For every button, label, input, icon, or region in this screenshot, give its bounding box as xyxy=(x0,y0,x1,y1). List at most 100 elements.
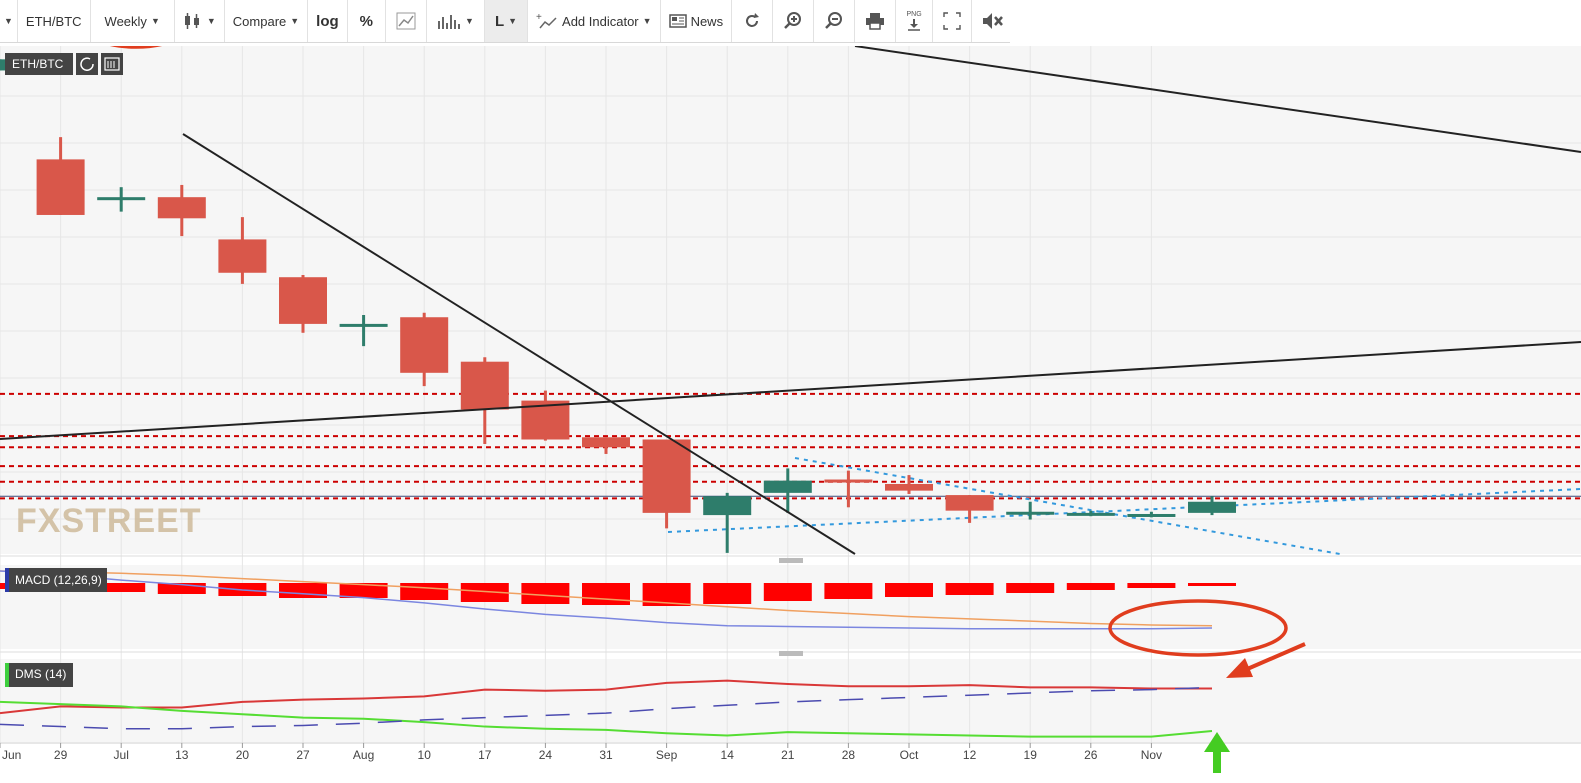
candle-body xyxy=(1066,512,1115,516)
arrow-up-icon xyxy=(1204,732,1230,773)
log-scale-button[interactable]: log xyxy=(308,0,348,42)
macd-histogram-bar xyxy=(521,583,570,604)
candle-body xyxy=(157,197,206,219)
news-label: News xyxy=(690,13,724,29)
x-axis-tick-label: 28 xyxy=(842,748,856,762)
candle-body xyxy=(339,323,388,327)
symbol-label: ETH/BTC xyxy=(25,13,82,29)
chart-area[interactable]: FXSTREET ETH/BTC MACD (12,26,9) DMS (14)… xyxy=(0,46,1581,783)
png-download-button[interactable]: PNG xyxy=(896,0,934,42)
chevron-down-icon: ▼ xyxy=(508,16,518,26)
volume-dropdown[interactable]: ▼ xyxy=(427,0,485,42)
panel-resize-handle[interactable] xyxy=(779,558,803,563)
refresh-icon xyxy=(743,12,761,30)
percent-label: % xyxy=(359,12,374,30)
candle-body xyxy=(460,361,509,410)
settings-button[interactable] xyxy=(101,53,123,75)
compare-dropdown[interactable]: Compare ▼ xyxy=(225,0,309,42)
zoom-out-icon xyxy=(824,11,844,31)
macd-histogram-bar xyxy=(279,583,327,598)
horizontal-levels xyxy=(0,392,1581,500)
fullscreen-button[interactable] xyxy=(933,0,973,42)
macd-histogram-bar xyxy=(885,583,933,597)
interval-dropdown[interactable]: Weekly ▼ xyxy=(91,0,175,42)
chevron-down-icon: ▼ xyxy=(642,16,652,26)
zoom-out-button[interactable] xyxy=(814,0,856,42)
macd-histogram-bar xyxy=(824,583,873,599)
x-axis-tick-label: 26 xyxy=(1084,748,1098,762)
candle-body xyxy=(1188,501,1236,513)
symbol-badge: ETH/BTC xyxy=(5,53,123,75)
arrow-left-icon xyxy=(1226,642,1306,678)
percent-scale-button[interactable]: % xyxy=(348,0,387,42)
reload-icon xyxy=(80,57,94,71)
macd-histogram-bar xyxy=(1188,583,1236,586)
macd-line xyxy=(0,570,1213,630)
candle-body xyxy=(885,483,933,491)
chart-type-dropdown[interactable]: ▼ xyxy=(175,0,225,42)
line-chart-icon xyxy=(396,12,416,30)
x-axis-tick-label: 27 xyxy=(296,748,310,762)
macd-histogram-bar xyxy=(642,583,691,606)
menu-caret-button[interactable]: ▼ xyxy=(0,0,18,42)
macd-histogram-bar xyxy=(1006,583,1055,593)
dms-adx-line xyxy=(0,686,1213,730)
x-axis-tick-label: Jun xyxy=(2,748,21,762)
macd-histogram-bar xyxy=(1066,583,1115,590)
x-axis-tick-label: 20 xyxy=(236,748,250,762)
dms-label: DMS (14) xyxy=(15,667,66,681)
zoom-in-button[interactable] xyxy=(773,0,815,42)
candle-body xyxy=(824,479,873,483)
refresh-button[interactable] xyxy=(732,0,774,42)
macd-label: MACD (12,26,9) xyxy=(15,573,102,587)
line-type-label: L xyxy=(494,12,505,30)
news-icon xyxy=(668,14,687,28)
x-axis-tick-label: Jul xyxy=(114,748,129,762)
interval-label: Weekly xyxy=(104,13,147,29)
chevron-down-icon: ▼ xyxy=(150,16,160,26)
panel-resize-handle[interactable] xyxy=(779,651,803,656)
x-axis-tick-label: 21 xyxy=(781,748,795,762)
weekly-highlight-ellipse xyxy=(110,46,162,49)
print-button[interactable] xyxy=(855,0,897,42)
candle-body xyxy=(1127,513,1176,517)
svg-text:+: + xyxy=(536,12,542,23)
x-axis-tick-label: 13 xyxy=(175,748,189,762)
x-axis-tick-label: 19 xyxy=(1024,748,1038,762)
mute-button[interactable] xyxy=(972,0,1014,42)
log-label: log xyxy=(316,12,339,30)
line-type-dropdown[interactable]: L ▼ xyxy=(484,0,529,42)
add-indicator-dropdown[interactable]: + Add Indicator ▼ xyxy=(528,0,661,42)
symbol-badge-label: ETH/BTC xyxy=(12,57,64,71)
macd-histogram-bar xyxy=(339,583,388,598)
x-axis-tick-label: 31 xyxy=(599,748,613,762)
candle-body xyxy=(582,437,630,448)
calendar-icon xyxy=(104,57,120,71)
symbol-button[interactable]: ETH/BTC xyxy=(18,0,91,42)
add-indicator-label: Add Indicator xyxy=(562,13,639,29)
dms-minus-di-line xyxy=(0,700,1213,738)
macd-histogram-bar xyxy=(400,583,449,600)
dms-plus-di-line xyxy=(0,679,1212,715)
compare-label: Compare xyxy=(232,13,287,29)
fullscreen-icon xyxy=(943,12,961,30)
long-term-trendline xyxy=(854,46,1581,153)
macd-signal-line xyxy=(0,570,1213,627)
macd-crossover-ellipse xyxy=(1108,599,1288,657)
reset-button[interactable] xyxy=(76,53,98,75)
macd-histogram-bar xyxy=(157,583,206,594)
candle-body xyxy=(400,317,449,373)
volume-bars-icon xyxy=(437,12,461,30)
dms-badge: DMS (14) xyxy=(5,663,73,687)
rising-trendline xyxy=(0,341,1581,440)
candlestick-icon xyxy=(183,12,203,30)
indicator-icon: + xyxy=(536,12,558,30)
x-axis: Jun 29 Jul 13 20 27 Aug 10 17 24 31 Sep 14 21 28 Oct 12 1… xyxy=(0,743,1162,762)
line-chart-button[interactable] xyxy=(386,0,428,42)
candle-body xyxy=(945,495,994,511)
chevron-down-icon: ▼ xyxy=(206,16,216,26)
candle-body xyxy=(36,159,85,215)
news-button[interactable]: News xyxy=(661,0,733,42)
x-axis-tick-label: Oct xyxy=(900,748,919,762)
menu-caret-icon: ▼ xyxy=(4,16,13,26)
